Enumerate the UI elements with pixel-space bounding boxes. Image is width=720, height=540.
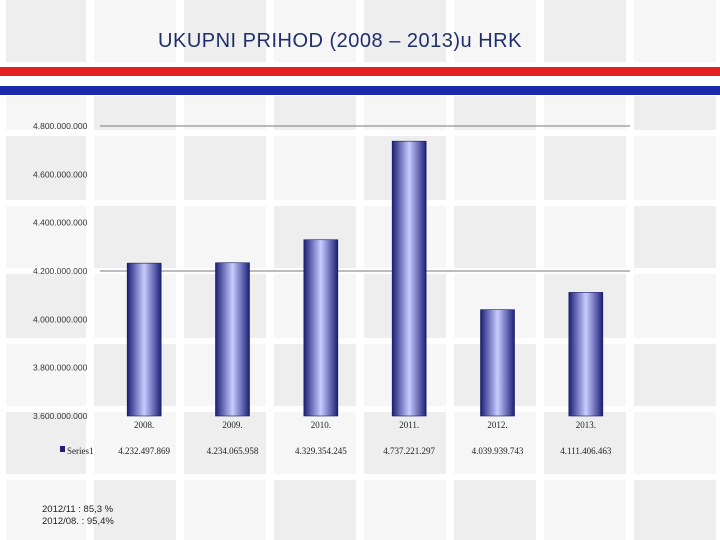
background-tile (364, 0, 446, 62)
background-tile (274, 480, 356, 540)
bars (126, 140, 604, 417)
bar (303, 239, 339, 417)
background-tile (184, 206, 266, 268)
x-category-label: 2012. (487, 420, 507, 430)
background-tile (6, 206, 86, 268)
data-value-label: 4.039.939.743 (472, 446, 524, 456)
bar (126, 262, 162, 417)
data-table: Series1 4.232.497.869 4.234.065.958 4.329.3… (60, 446, 612, 456)
background-tile (634, 136, 716, 200)
background-tile (634, 412, 716, 474)
footnote-line: 2012/11 : 85,3 % (42, 504, 114, 515)
background-tile (544, 412, 626, 474)
background-tile (6, 136, 86, 200)
bar (215, 262, 250, 417)
background-tile (454, 206, 536, 268)
background-tile (94, 480, 176, 540)
y-tick-label: 3.600.000.000 (33, 411, 88, 421)
background-tile (544, 136, 626, 200)
slide-title: UKUPNI PRIHOD (2008 – 2013)u HRK (158, 30, 522, 52)
background-tile (634, 0, 716, 62)
y-tick-label: 3.800.000.000 (33, 363, 88, 373)
background-tile (454, 136, 536, 200)
revenue-bar-chart: 3.600.000.000 3.800.000.000 4.000.000.000 4… (33, 121, 630, 456)
x-axis-category-labels: 2008. 2009. 2010. 2011. 2012. 2013. (134, 420, 596, 430)
background-tile (6, 480, 86, 540)
background-tile (634, 344, 716, 406)
background-tile (184, 136, 266, 200)
background-tile (634, 274, 716, 338)
footnote-line: 2012/08. : 95,4% (42, 516, 114, 527)
legend-series-name: Series1 (67, 446, 94, 456)
x-category-label: 2013. (576, 420, 596, 430)
legend-swatch (60, 446, 65, 452)
background-tile (6, 274, 86, 338)
y-tick-label: 4.200.000.000 (33, 266, 88, 276)
background-tile (544, 96, 626, 130)
background-tile (184, 412, 266, 474)
background-tile (274, 0, 356, 62)
background-tile (454, 412, 536, 474)
background-tile (274, 96, 356, 130)
background-tile (634, 96, 716, 130)
background-tile (184, 0, 266, 62)
data-value-label: 4.234.065.958 (207, 446, 259, 456)
background-tile (364, 480, 446, 540)
background-tile (544, 0, 626, 62)
background-tile (454, 480, 536, 540)
x-category-label: 2009. (222, 420, 242, 430)
background-tile (6, 344, 86, 406)
background-tile (6, 0, 86, 62)
background-tile (364, 96, 446, 130)
white-stripe (0, 76, 720, 86)
background-tile (634, 206, 716, 268)
data-value-label: 4.111.406.463 (560, 446, 612, 456)
gridlines (100, 125, 630, 272)
bar (391, 140, 427, 417)
y-tick-label: 4.600.000.000 (33, 169, 88, 179)
background-tile (94, 136, 176, 200)
background-tile (94, 412, 176, 474)
background-tile (6, 412, 86, 474)
bar (480, 309, 515, 417)
y-tick-label: 4.400.000.000 (33, 218, 88, 228)
red-stripe (0, 67, 720, 76)
background-tile (184, 480, 266, 540)
y-tick-label: 4.800.000.000 (33, 121, 88, 131)
background-tile (184, 96, 266, 130)
data-value-label: 4.329.354.245 (295, 446, 347, 456)
background-tile (454, 0, 536, 62)
background-tile (94, 0, 176, 62)
x-category-label: 2011. (399, 420, 419, 430)
background-tile (274, 412, 356, 474)
y-axis-tick-labels: 3.600.000.000 3.800.000.000 4.000.000.000 4… (33, 121, 88, 421)
background-tile (544, 206, 626, 268)
background-tile (454, 96, 536, 130)
x-category-label: 2008. (134, 420, 154, 430)
footnotes: 2012/11 : 85,3 % 2012/08. : 95,4% (42, 504, 114, 528)
blue-stripe (0, 86, 720, 95)
background-tile (6, 96, 86, 130)
background-tile (94, 96, 176, 130)
background-tile (94, 206, 176, 268)
bar (568, 292, 604, 417)
background-tile (364, 412, 446, 474)
y-tick-label: 4.000.000.000 (33, 314, 88, 324)
background-tile (274, 136, 356, 200)
data-value-label: 4.232.497.869 (118, 446, 170, 456)
x-category-label: 2010. (311, 420, 331, 430)
background-tile (544, 480, 626, 540)
data-value-label: 4.737.221.297 (383, 446, 435, 456)
background-tile (634, 480, 716, 540)
